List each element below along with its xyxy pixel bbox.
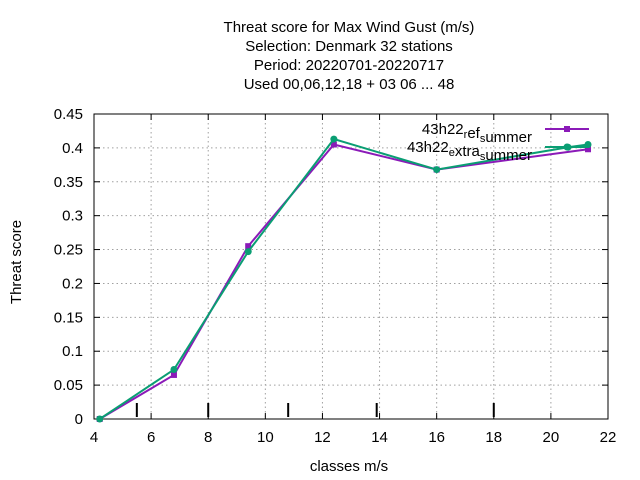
y-tick-label: 0.4 xyxy=(62,140,83,157)
series-2-point xyxy=(170,366,178,374)
x-tick-label: 16 xyxy=(428,429,445,446)
title-line-4: Used 00,06,12,18 + 03 06 ... 48 xyxy=(244,76,455,93)
x-tick-label: 18 xyxy=(485,429,502,446)
legend-text-part: xtra xyxy=(455,143,481,160)
x-tick-label: 6 xyxy=(147,429,155,446)
y-tick-label: 0.15 xyxy=(54,309,83,326)
x-tick-label: 22 xyxy=(600,429,617,446)
class-markers xyxy=(135,403,495,417)
y-tick-label: 0 xyxy=(75,411,83,428)
x-tick-label: 10 xyxy=(257,429,274,446)
series-2-point xyxy=(244,248,252,256)
legend-text-part: ummer xyxy=(485,147,532,164)
title-line-2: Selection: Denmark 32 stations xyxy=(245,38,453,55)
legend-marker-1 xyxy=(564,126,570,132)
series xyxy=(96,135,592,423)
legend-label-2: 43h22extrasummer xyxy=(407,139,532,164)
chart-title: Threat score for Max Wind Gust (m/s) Sel… xyxy=(224,19,475,93)
legend-subscript: s xyxy=(480,133,486,145)
legend-text-part: 43h22 xyxy=(422,121,464,138)
y-tick-label: 0.05 xyxy=(54,377,83,394)
series-1-point xyxy=(585,146,592,153)
x-tick-label: 12 xyxy=(314,429,331,446)
series-1-point xyxy=(245,243,252,250)
x-tick-label: 8 xyxy=(204,429,212,446)
x-tick-label: 4 xyxy=(90,429,98,446)
y-tick-label: 0.3 xyxy=(62,208,83,225)
legend-marker-2 xyxy=(563,143,571,151)
axes: 4 6 8 10 12 14 16 18 20 22 0 0.05 0.1 0.15 0.2 0.25 0.3 0… xyxy=(54,106,617,446)
legend-text-part: ummer xyxy=(485,129,532,146)
legend-text-part: ef xyxy=(467,125,480,142)
y-tick-label: 0.1 xyxy=(62,343,83,360)
series-2-point xyxy=(330,135,338,143)
y-tick-label: 0.45 xyxy=(54,106,83,123)
plot-border xyxy=(93,113,609,420)
series-2-point xyxy=(433,166,441,174)
series-2-point xyxy=(96,415,104,423)
y-tick-label: 0.2 xyxy=(62,275,83,292)
legend-text-part: 43h22 xyxy=(407,139,449,156)
legend-label-1: 43h22refsummer xyxy=(422,121,532,146)
series-1-point xyxy=(170,371,177,378)
series-1-point xyxy=(330,141,337,148)
title-line-3: Period: 20220701-20220717 xyxy=(254,57,444,74)
x-tick-label: 20 xyxy=(543,429,560,446)
legend-subscript: e xyxy=(449,147,455,159)
y-tick-label: 0.25 xyxy=(54,242,83,259)
legend-subscript: r xyxy=(464,129,468,141)
title-line-1: Threat score for Max Wind Gust (m/s) xyxy=(224,19,475,36)
x-axis-label: classes m/s xyxy=(310,458,388,475)
y-tick-label: 0.35 xyxy=(54,174,83,191)
x-tick-label: 14 xyxy=(371,429,388,446)
y-axis-label: Threat score xyxy=(8,220,25,304)
legend-subscript: s xyxy=(480,151,486,163)
